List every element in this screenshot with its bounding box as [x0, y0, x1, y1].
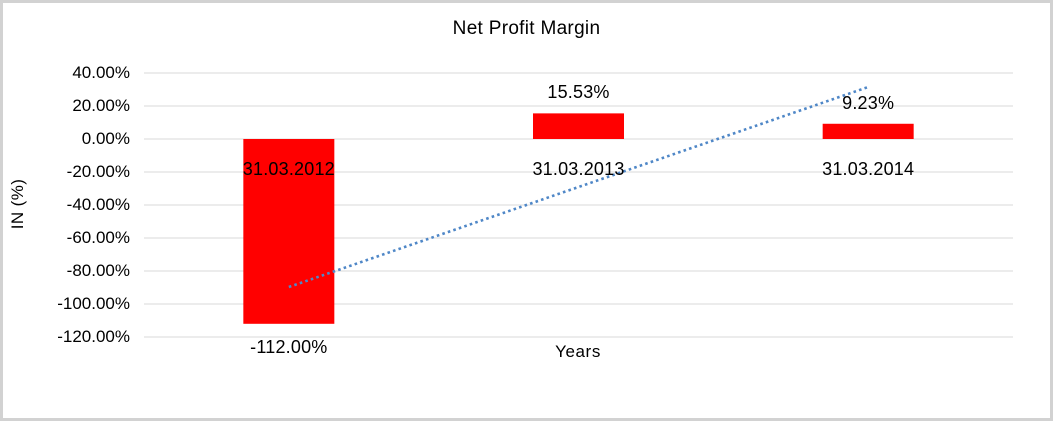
y-tick-label: -20.00%: [66, 162, 130, 181]
category-label: 31.03.2013: [532, 159, 625, 179]
y-tick-label: -120.00%: [57, 327, 130, 346]
y-tick-label: -40.00%: [66, 195, 130, 214]
y-tick-label: 20.00%: [72, 96, 130, 115]
chart-title: Net Profit Margin: [452, 18, 601, 39]
x-axis-title: Years: [555, 342, 601, 361]
data-label: -112.00%: [250, 336, 328, 357]
y-tick-label: 40.00%: [72, 63, 130, 82]
data-label: 9.23%: [842, 92, 895, 113]
bar-31.03.2012: [243, 139, 335, 324]
y-tick-label: -100.00%: [57, 294, 130, 313]
data-label: 15.53%: [547, 82, 610, 103]
y-tick-label: -60.00%: [66, 228, 130, 247]
bar-31.03.2013: [533, 113, 624, 139]
category-label: 31.03.2014: [822, 159, 915, 179]
y-tick-label: 0.00%: [81, 129, 130, 148]
y-tick-label: -80.00%: [66, 261, 130, 280]
bar-31.03.2014: [822, 123, 914, 139]
category-label: 31.03.2012: [242, 159, 335, 179]
trendline: [288, 85, 869, 289]
